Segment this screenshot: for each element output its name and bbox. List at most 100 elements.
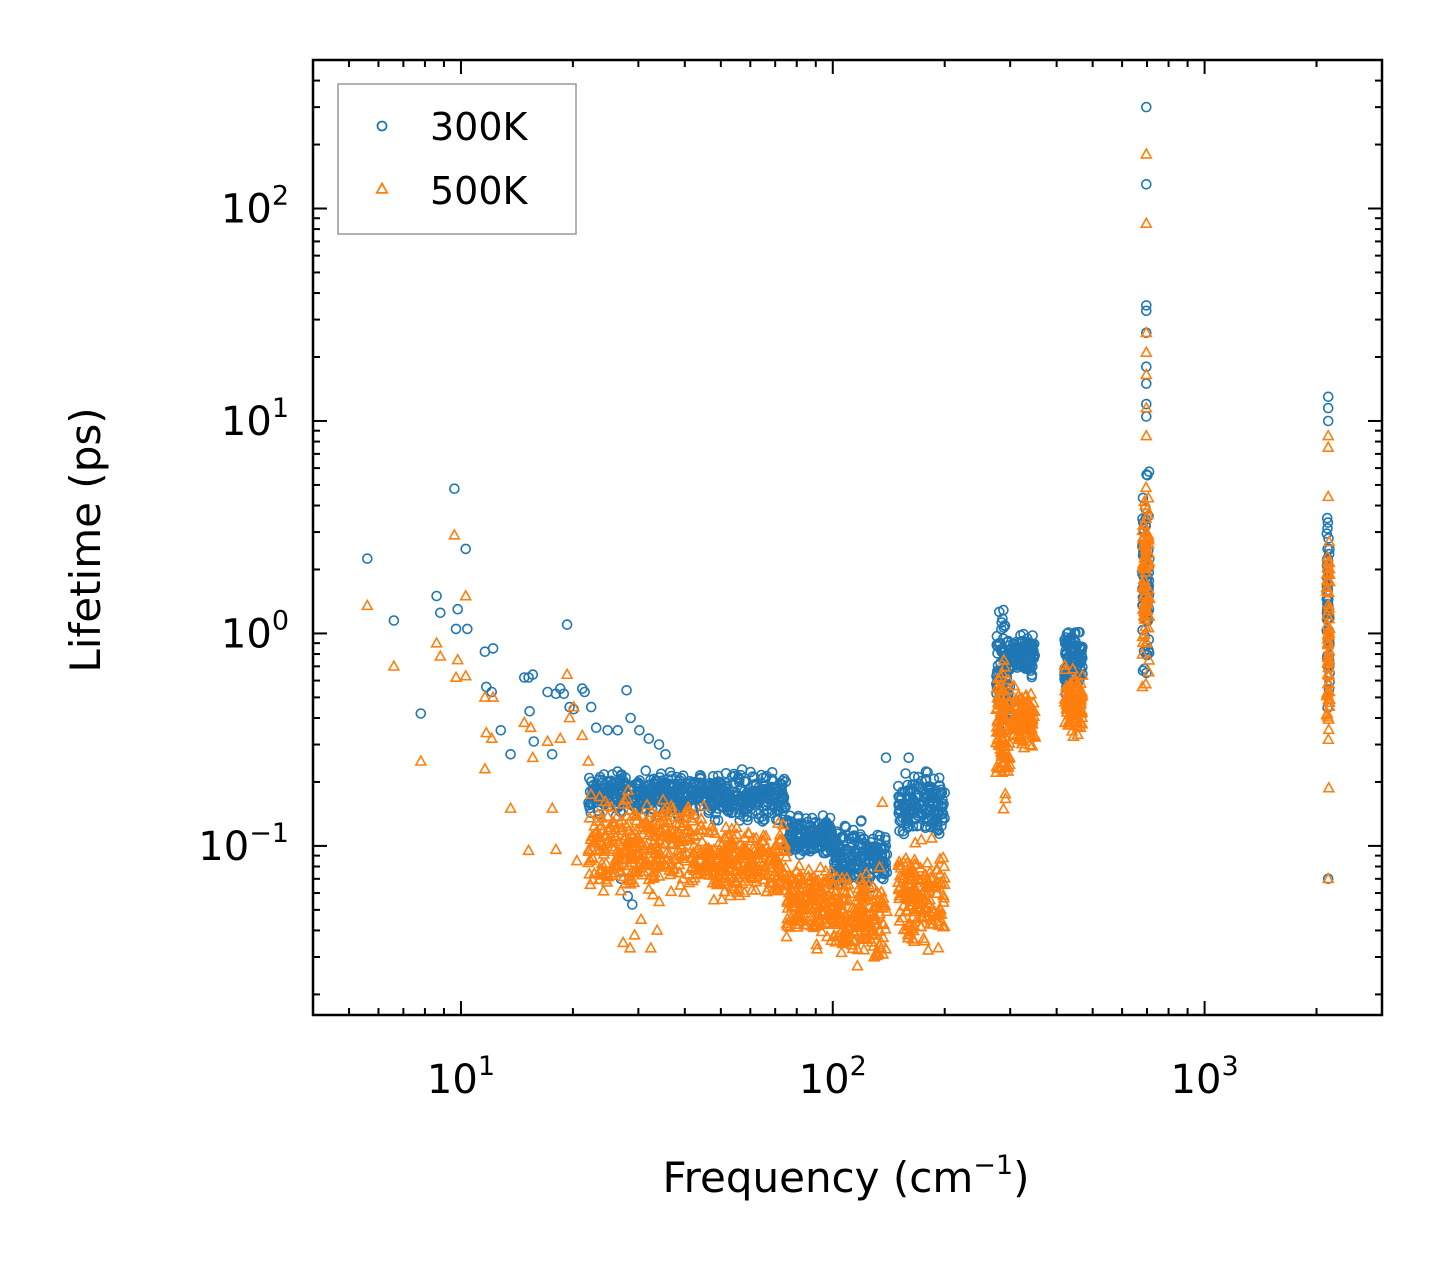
point-500k bbox=[1016, 734, 1030, 747]
point-500k bbox=[614, 884, 628, 896]
point-300k bbox=[805, 826, 817, 838]
point-500k bbox=[930, 886, 944, 898]
point-500k bbox=[662, 805, 676, 817]
point-300k bbox=[612, 724, 624, 736]
point-300k bbox=[527, 669, 539, 680]
point-500k bbox=[781, 919, 794, 931]
point-500k bbox=[779, 850, 793, 862]
point-500k bbox=[1137, 589, 1150, 602]
point-300k bbox=[839, 820, 851, 832]
point-500k bbox=[817, 904, 830, 917]
point-500k bbox=[1321, 560, 1334, 573]
point-500k bbox=[778, 838, 791, 850]
point-300k bbox=[666, 770, 677, 782]
point-500k bbox=[642, 882, 656, 894]
point-500k bbox=[914, 919, 927, 932]
point-500k bbox=[677, 885, 691, 897]
point-500k bbox=[449, 670, 463, 682]
point-300k bbox=[777, 775, 789, 787]
point-500k bbox=[829, 916, 843, 928]
point-500k bbox=[1067, 729, 1080, 742]
point-500k bbox=[1007, 727, 1020, 739]
point-500k bbox=[871, 895, 885, 907]
point-300k bbox=[712, 814, 724, 826]
point-500k bbox=[1320, 580, 1334, 592]
point-500k bbox=[996, 703, 1009, 716]
point-500k bbox=[820, 929, 834, 942]
point-300k bbox=[1026, 641, 1038, 653]
point-500k bbox=[875, 885, 888, 897]
legend-label-300k: 300K bbox=[430, 105, 529, 149]
point-300k bbox=[741, 787, 753, 798]
point-500k bbox=[648, 866, 661, 878]
point-300k bbox=[1063, 627, 1074, 638]
point-500k bbox=[1136, 680, 1149, 692]
point-500k bbox=[1008, 698, 1021, 711]
point-500k bbox=[606, 868, 619, 881]
point-500k bbox=[745, 871, 759, 884]
point-300k bbox=[603, 785, 615, 797]
point-500k bbox=[629, 835, 643, 847]
point-300k bbox=[895, 794, 907, 805]
point-500k bbox=[640, 815, 654, 828]
point-500k bbox=[628, 928, 641, 940]
point-500k bbox=[478, 690, 492, 702]
point-500k bbox=[584, 853, 597, 866]
point-300k bbox=[585, 701, 597, 713]
point-500k bbox=[486, 690, 500, 702]
point-500k bbox=[794, 869, 808, 881]
point-500k bbox=[865, 927, 878, 939]
point-500k bbox=[900, 856, 914, 868]
point-300k bbox=[452, 603, 464, 615]
point-500k bbox=[868, 909, 882, 921]
point-500k bbox=[896, 911, 909, 923]
point-300k bbox=[579, 686, 590, 698]
point-500k bbox=[1138, 596, 1151, 609]
point-300k bbox=[911, 800, 923, 812]
point-500k bbox=[1066, 689, 1080, 701]
point-500k bbox=[669, 816, 683, 828]
point-500k bbox=[1061, 699, 1074, 711]
point-500k bbox=[668, 810, 682, 822]
point-500k bbox=[715, 892, 729, 905]
point-500k bbox=[610, 810, 623, 822]
point-500k bbox=[702, 825, 716, 837]
point-300k bbox=[730, 801, 741, 812]
point-500k bbox=[448, 528, 461, 540]
point-500k bbox=[800, 918, 814, 930]
point-300k bbox=[924, 796, 936, 807]
point-300k bbox=[818, 828, 830, 839]
point-500k bbox=[755, 834, 769, 846]
point-500k bbox=[1323, 562, 1336, 574]
point-500k bbox=[517, 715, 531, 728]
point-500k bbox=[937, 859, 951, 872]
point-500k bbox=[1139, 565, 1152, 577]
point-500k bbox=[998, 749, 1011, 761]
point-300k bbox=[818, 847, 829, 859]
point-500k bbox=[597, 839, 611, 852]
point-500k bbox=[1071, 727, 1085, 740]
point-500k bbox=[828, 885, 842, 897]
point-500k bbox=[858, 881, 872, 894]
point-500k bbox=[1136, 647, 1149, 659]
point-500k bbox=[734, 837, 747, 849]
point-500k bbox=[785, 869, 799, 882]
point-300k bbox=[461, 623, 473, 635]
point-500k bbox=[624, 872, 637, 885]
point-500k bbox=[897, 899, 910, 911]
point-300k bbox=[1026, 671, 1038, 683]
point-300k bbox=[708, 799, 720, 811]
point-500k bbox=[640, 798, 654, 810]
point-500k bbox=[485, 731, 499, 744]
point-300k bbox=[1322, 391, 1334, 403]
point-500k bbox=[1142, 491, 1155, 503]
point-500k bbox=[1022, 705, 1035, 718]
point-500k bbox=[911, 901, 925, 913]
point-500k bbox=[900, 905, 914, 917]
point-500k bbox=[1321, 636, 1335, 648]
point-500k bbox=[633, 820, 647, 832]
point-500k bbox=[1142, 653, 1156, 665]
point-300k bbox=[450, 623, 462, 635]
point-500k bbox=[612, 849, 626, 861]
x-axis-label: Frequency (cm−1) bbox=[663, 1150, 1030, 1202]
